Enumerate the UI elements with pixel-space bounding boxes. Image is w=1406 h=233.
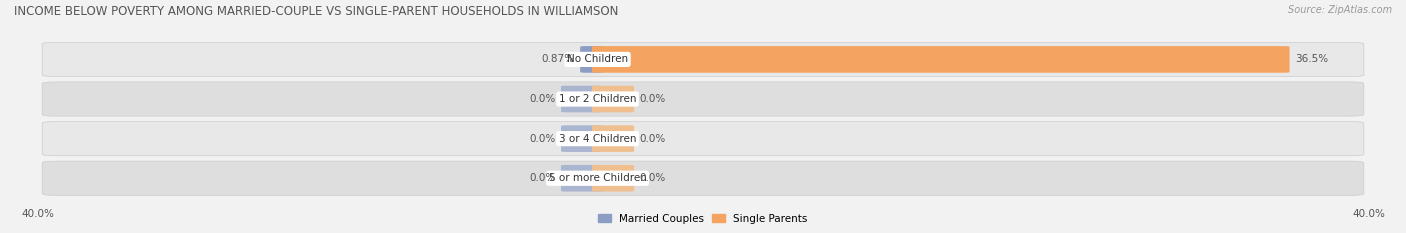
Text: 0.0%: 0.0% [640, 134, 666, 144]
FancyBboxPatch shape [42, 82, 1364, 116]
Text: 0.0%: 0.0% [529, 94, 555, 104]
Text: 0.0%: 0.0% [640, 173, 666, 183]
Text: 0.0%: 0.0% [529, 173, 555, 183]
FancyBboxPatch shape [592, 165, 634, 192]
Text: 0.0%: 0.0% [640, 94, 666, 104]
FancyBboxPatch shape [561, 125, 603, 152]
FancyBboxPatch shape [42, 122, 1364, 156]
FancyBboxPatch shape [42, 161, 1364, 195]
Text: INCOME BELOW POVERTY AMONG MARRIED-COUPLE VS SINGLE-PARENT HOUSEHOLDS IN WILLIAM: INCOME BELOW POVERTY AMONG MARRIED-COUPL… [14, 5, 619, 18]
FancyBboxPatch shape [561, 165, 603, 192]
FancyBboxPatch shape [592, 46, 1289, 73]
Text: No Children: No Children [567, 55, 628, 64]
FancyBboxPatch shape [581, 46, 603, 73]
Text: Source: ZipAtlas.com: Source: ZipAtlas.com [1288, 5, 1392, 15]
Text: 36.5%: 36.5% [1295, 55, 1329, 64]
Text: 40.0%: 40.0% [1353, 209, 1385, 219]
FancyBboxPatch shape [42, 42, 1364, 76]
Text: 3 or 4 Children: 3 or 4 Children [558, 134, 637, 144]
Text: 0.0%: 0.0% [529, 134, 555, 144]
FancyBboxPatch shape [592, 125, 634, 152]
Text: 40.0%: 40.0% [21, 209, 53, 219]
FancyBboxPatch shape [592, 86, 634, 112]
Text: 5 or more Children: 5 or more Children [548, 173, 647, 183]
Legend: Married Couples, Single Parents: Married Couples, Single Parents [595, 209, 811, 228]
Text: 1 or 2 Children: 1 or 2 Children [558, 94, 637, 104]
FancyBboxPatch shape [561, 86, 603, 112]
Text: 0.87%: 0.87% [541, 55, 575, 64]
